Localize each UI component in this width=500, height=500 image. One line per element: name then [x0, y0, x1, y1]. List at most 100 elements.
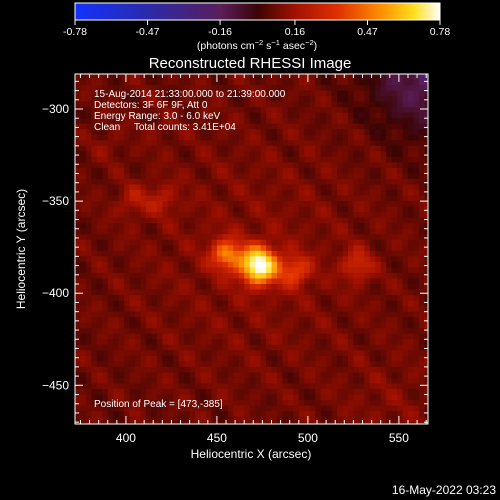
heatmap-cell [227, 311, 234, 318]
heatmap-cell [418, 339, 425, 346]
heatmap-cell [118, 129, 125, 136]
heatmap-cell [331, 405, 338, 412]
heatmap-cell [162, 261, 169, 269]
heatmap-cell [85, 361, 92, 368]
heatmap-cell [222, 217, 229, 224]
heatmap-cell [418, 333, 425, 340]
heatmap-cell [287, 272, 294, 280]
heatmap-cell [167, 250, 174, 257]
heatmap-cell [380, 85, 387, 92]
heatmap-cell [216, 79, 223, 86]
heatmap-cell [222, 96, 229, 103]
heatmap-cell [75, 118, 82, 125]
heatmap-cell [271, 228, 278, 235]
heatmap-cell [260, 344, 267, 351]
heatmap-cell [326, 394, 333, 401]
heatmap-cell [315, 101, 322, 108]
heatmap-cell [255, 261, 262, 269]
heatmap-cell [80, 123, 87, 130]
heatmap-cell [309, 372, 316, 379]
heatmap-cell [260, 140, 267, 147]
heatmap-cell [375, 328, 382, 335]
heatmap-cell [276, 107, 284, 114]
heatmap-cell [358, 400, 365, 407]
heatmap-cell [255, 411, 262, 418]
heatmap-cell [293, 140, 300, 147]
heatmap-cell [424, 261, 428, 269]
heatmap-cell [386, 372, 393, 379]
heatmap-cell [173, 256, 180, 263]
heatmap-cell [162, 300, 169, 307]
heatmap-cell [118, 96, 125, 103]
heatmap-cell [266, 422, 273, 424]
heatmap-cell [331, 184, 338, 191]
heatmap-cell [85, 162, 92, 169]
heatmap-cell [113, 295, 120, 302]
heatmap-cell [424, 167, 428, 175]
heatmap-cell [129, 190, 136, 197]
heatmap-cell [91, 234, 98, 241]
heatmap-cell [211, 118, 218, 125]
heatmap-cell [178, 416, 185, 423]
heatmap-cell [238, 366, 245, 374]
heatmap-cell [184, 85, 191, 92]
heatmap-cell [304, 151, 311, 158]
heatmap-cell [206, 256, 213, 263]
heatmap-cell [298, 239, 305, 246]
heatmap-cell [113, 284, 120, 291]
heatmap-cell [309, 201, 316, 208]
heatmap-cell [80, 96, 87, 103]
heatmap-cell [369, 245, 376, 252]
heatmap-cell [402, 239, 409, 246]
heatmap-cell [413, 162, 420, 169]
heatmap-cell [75, 333, 82, 340]
heatmap-cell [222, 228, 229, 235]
heatmap-cell [91, 156, 98, 164]
heatmap-cell [315, 123, 322, 130]
heatmap-cell [96, 361, 103, 368]
heatmap-cell [282, 123, 289, 130]
heatmap-cell [129, 173, 136, 180]
heatmap-cell [293, 361, 300, 368]
heatmap-cell [260, 278, 267, 285]
heatmap-cell [386, 96, 393, 103]
heatmap-cell [195, 217, 202, 224]
heatmap-cell [162, 107, 169, 114]
heatmap-cell [320, 317, 327, 324]
heatmap-cell [397, 79, 404, 86]
heatmap-cell [189, 234, 196, 241]
heatmap-cell [85, 350, 92, 357]
heatmap-cell [216, 123, 223, 130]
heatmap-cell [331, 411, 338, 418]
heatmap-cell [304, 250, 311, 257]
heatmap-cell [326, 416, 333, 423]
heatmap-cell [342, 162, 349, 169]
heatmap-cell [233, 184, 240, 191]
heatmap-cell [107, 295, 114, 302]
heatmap-cell [222, 167, 229, 175]
heatmap-cell [298, 118, 305, 125]
heatmap-cell [206, 79, 213, 86]
heatmap-cell [140, 350, 147, 357]
heatmap-cell [298, 272, 305, 280]
heatmap-cell [309, 96, 316, 103]
heatmap-cell [358, 394, 365, 401]
heatmap-cell [424, 416, 428, 423]
heatmap-cell [380, 140, 387, 147]
heatmap-cell [320, 250, 327, 257]
heatmap-cell [337, 101, 344, 108]
heatmap-cell [358, 79, 365, 86]
heatmap-cell [216, 140, 223, 147]
heatmap-cell [380, 317, 387, 324]
heatmap-cell [91, 228, 98, 235]
heatmap-cell [140, 361, 147, 368]
heatmap-cell [80, 118, 87, 125]
heatmap-cell [75, 134, 82, 141]
heatmap-cell [347, 411, 354, 418]
heatmap-cell [162, 134, 169, 141]
heatmap-cell [233, 167, 240, 175]
heatmap-cell [167, 201, 174, 208]
heatmap-cell [304, 223, 311, 230]
heatmap-cell [233, 278, 240, 285]
heatmap-cell [151, 383, 158, 390]
